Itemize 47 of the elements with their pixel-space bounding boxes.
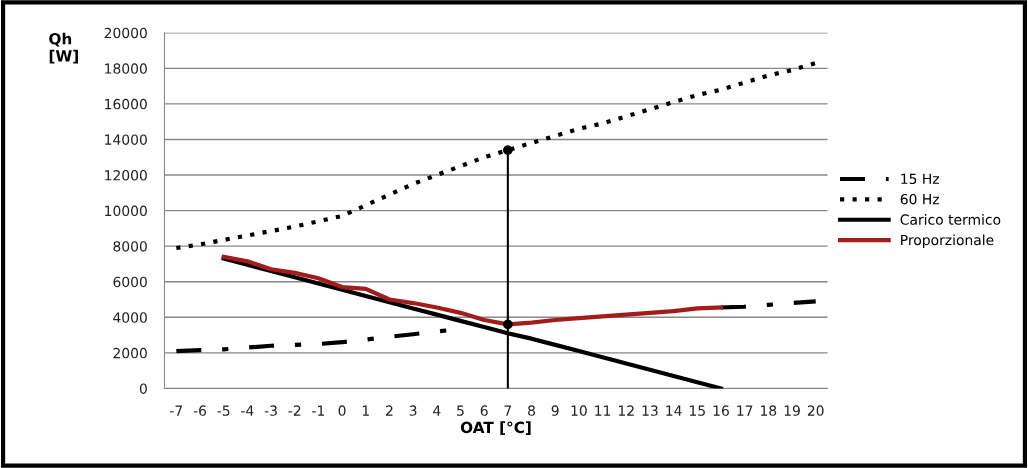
y-tick-label: 18000 [105,63,147,74]
y-tick-label: 10000 [105,205,147,217]
x-tick-label: 9 [551,405,559,416]
y-tick-label: 6000 [113,276,147,288]
x-tick-label: 12 [618,405,634,416]
x-tick-label: -3 [264,405,277,416]
x-tick-label: 15 [689,405,705,416]
y-tick-label: 2000 [113,347,147,359]
legend-label: Carico termico [900,214,1001,225]
legend-label: Proporzionale [901,234,994,248]
x-tick-label: -2 [288,405,301,416]
x-axis-title: OAT [°C] [460,421,531,435]
x-tick-label: 13 [642,405,658,416]
y-tick-label: 0 [139,383,147,394]
x-tick-label: 3 [409,405,417,416]
x-tick-label: 19 [784,405,800,416]
x-tick-label: 8 [528,405,535,416]
line-series [221,254,724,327]
legend-label: 15 Hz [901,173,939,185]
x-tick-label: 20 [807,405,824,416]
x-tick-label: 5 [457,405,464,416]
y-tick-label: 20000 [104,27,147,39]
x-tick-label: -4 [241,405,254,416]
x-tick-label: 16 [713,405,729,416]
x-tick-label: 7 [504,405,512,416]
x-tick-label: -5 [217,405,230,416]
x-tick-label: -7 [170,405,183,416]
x-tick-label: 10 [571,405,587,416]
y-tick-label: 12000 [105,170,147,181]
x-tick-label: 2 [386,405,393,416]
x-tick-label: 1 [362,405,369,416]
x-tick-label: -1 [312,405,325,416]
x-tick-label: 6 [480,405,488,416]
y-tick-label: 8000 [113,241,147,252]
legend-label: 60 Hz [900,193,939,205]
y-tick-label: 16000 [105,98,147,110]
line-series [174,60,818,251]
x-tick-label: 11 [595,405,611,416]
x-tick-label: 14 [666,405,682,416]
x-tick-label: 18 [761,405,777,416]
y-tick-label: 14000 [105,134,147,145]
y-axis-title: Qh [W] [49,32,78,64]
y-tick-label: 4000 [113,312,147,323]
x-tick-label: 0 [338,405,346,416]
x-tick-label: -6 [193,405,207,416]
x-tick-label: 4 [433,405,441,416]
x-tick-label: 17 [737,405,753,416]
